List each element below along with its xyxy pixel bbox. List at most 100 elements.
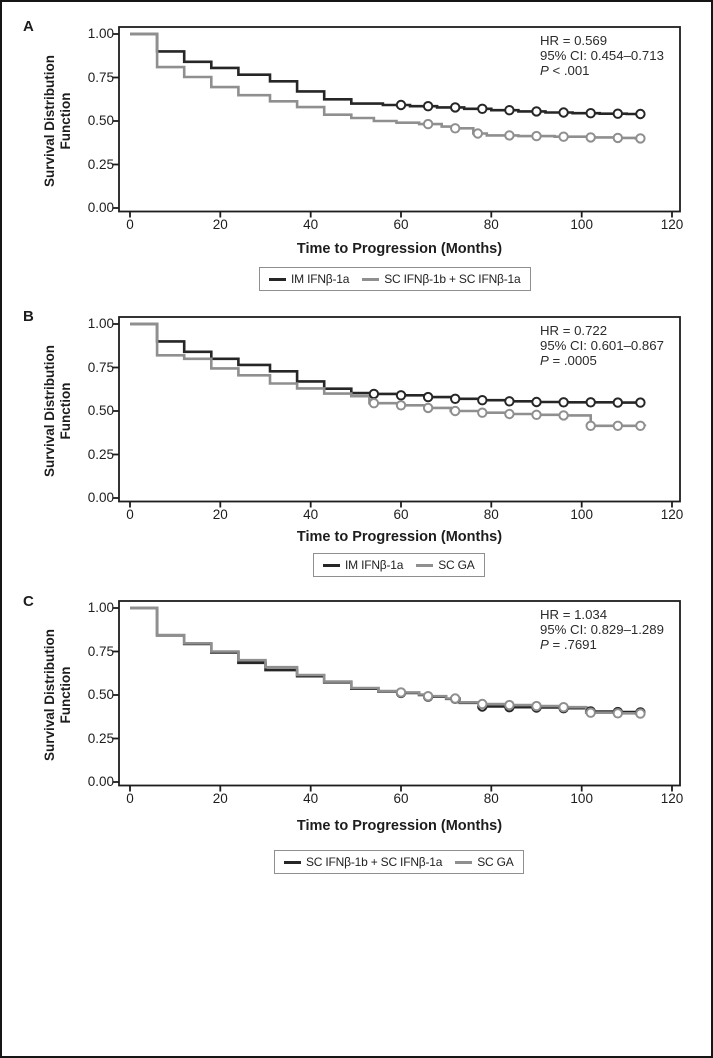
censor-mark (612, 108, 623, 119)
panel-b-plot-area (112, 316, 681, 508)
y-axis-title-line-1: Survival Distribution (42, 54, 57, 188)
legend-box: IM IFNβ-1a SC GA (313, 553, 485, 577)
y-axis-title-line-2: Function (58, 382, 73, 440)
hr-value: HR = 1.034 (540, 607, 608, 622)
censor-mark (477, 395, 488, 406)
censor-mark (504, 105, 515, 116)
ci-value: 95% CI: 0.601–0.867 (540, 338, 664, 353)
censor-mark (422, 402, 434, 414)
censor-mark (422, 101, 434, 112)
ci-value: 95% CI: 0.829–1.289 (540, 622, 664, 637)
censor-mark (531, 409, 542, 420)
legend-label: SC GA (438, 558, 475, 572)
p-symbol: P (540, 63, 549, 78)
x-tick-label: 120 (660, 791, 684, 806)
legend-line-swatch (284, 860, 301, 864)
censor-mark (395, 390, 407, 401)
p-value: P = .0005 (540, 353, 664, 368)
x-tick-label: 60 (393, 217, 409, 232)
x-tick-label: 120 (660, 217, 684, 232)
censor-mark (585, 420, 596, 431)
censor-mark (477, 103, 488, 115)
y-tick-label: 0.50 (87, 403, 114, 418)
p-symbol: P (540, 637, 549, 652)
p-value: P < .001 (540, 63, 664, 78)
y-tick-label: 1.00 (87, 26, 114, 41)
y-tick-label: 0.00 (87, 200, 114, 215)
censor-mark (531, 106, 542, 117)
hr-value: HR = 0.569 (540, 33, 608, 48)
censor-mark (531, 130, 542, 142)
plot-frame (118, 600, 681, 787)
y-axis-title: Survival Distribution Function (42, 580, 76, 810)
ci-value: 95% CI: 0.454–0.713 (540, 48, 664, 63)
censor-mark (635, 420, 646, 431)
censor-mark (531, 700, 542, 712)
x-tick-label: 60 (393, 507, 409, 522)
panel-a-plot-area (112, 26, 681, 218)
x-tick-label: 40 (303, 217, 319, 232)
legend-line-swatch (455, 860, 473, 864)
censor-mark (558, 131, 569, 142)
censor-mark (395, 400, 407, 411)
censor-mark (504, 699, 515, 711)
censor-mark (635, 133, 646, 144)
censor-mark (558, 397, 569, 408)
p-comparison: = .7691 (548, 637, 597, 652)
x-tick-label: 40 (303, 507, 319, 522)
legend-item: SC IFNβ-1b + SC IFNβ-1a (362, 272, 521, 286)
x-axis-title: Time to Progression (Months) (296, 818, 503, 834)
x-tick-label: 20 (212, 791, 228, 806)
y-tick-label: 1.00 (87, 316, 114, 331)
censor-mark (635, 108, 646, 120)
censor-mark (450, 693, 461, 704)
legend-line-swatch (323, 563, 340, 567)
y-tick-label: 0.25 (87, 156, 114, 172)
x-tick-label: 80 (483, 217, 499, 232)
panel-c-plot-area (112, 600, 681, 792)
legend-label: IM IFNβ-1a (291, 272, 350, 286)
censor-mark (504, 396, 515, 407)
censor-mark (612, 132, 623, 144)
censor-mark (585, 108, 596, 119)
censor-mark (635, 397, 646, 408)
censor-mark (635, 708, 646, 719)
censor-mark (450, 393, 461, 404)
legend-label: SC GA (477, 855, 514, 869)
y-tick-label: 0.75 (87, 359, 114, 375)
y-tick-label: 0.75 (87, 643, 114, 659)
x-tick-label: 120 (660, 507, 684, 522)
stats-annotation: HR = 0.569 95% CI: 0.454–0.713 P < .001 (540, 33, 664, 78)
legend-item: SC IFNβ-1b + SC IFNβ-1a (284, 855, 442, 869)
legend-line-swatch (269, 277, 286, 281)
censor-mark (558, 410, 569, 421)
stats-annotation: HR = 1.034 95% CI: 0.829–1.289 P = .7691 (540, 607, 664, 652)
x-tick-label: 80 (483, 791, 499, 806)
x-tick-label: 100 (570, 791, 593, 806)
plot-frame (118, 26, 681, 213)
p-value: P = .7691 (540, 637, 664, 652)
legend-item: SC GA (416, 558, 475, 572)
censor-mark (531, 396, 542, 408)
censor-mark (477, 698, 488, 710)
x-axis-title: Time to Progression (Months) (296, 241, 503, 257)
y-axis-title-line-2: Function (58, 666, 73, 724)
x-tick-label: 0 (126, 791, 134, 806)
p-comparison: = .0005 (548, 353, 597, 368)
legend-label: SC IFNβ-1b + SC IFNβ-1a (384, 272, 521, 286)
p-symbol: P (540, 353, 549, 368)
censor-mark (558, 107, 569, 118)
x-tick-label: 0 (126, 507, 134, 522)
censor-mark (612, 420, 623, 431)
y-axis-title-line-1: Survival Distribution (42, 344, 57, 478)
x-axis-title: Time to Progression (Months) (296, 529, 503, 545)
censor-mark (395, 99, 407, 111)
y-tick-label: 0.75 (87, 69, 114, 85)
legend-label: SC IFNβ-1b + SC IFNβ-1a (306, 855, 443, 869)
panel-label-a: A (23, 18, 34, 35)
panel-label-b: B (23, 308, 34, 325)
y-axis-title-line-2: Function (58, 92, 73, 150)
x-tick-label: 40 (303, 791, 319, 806)
